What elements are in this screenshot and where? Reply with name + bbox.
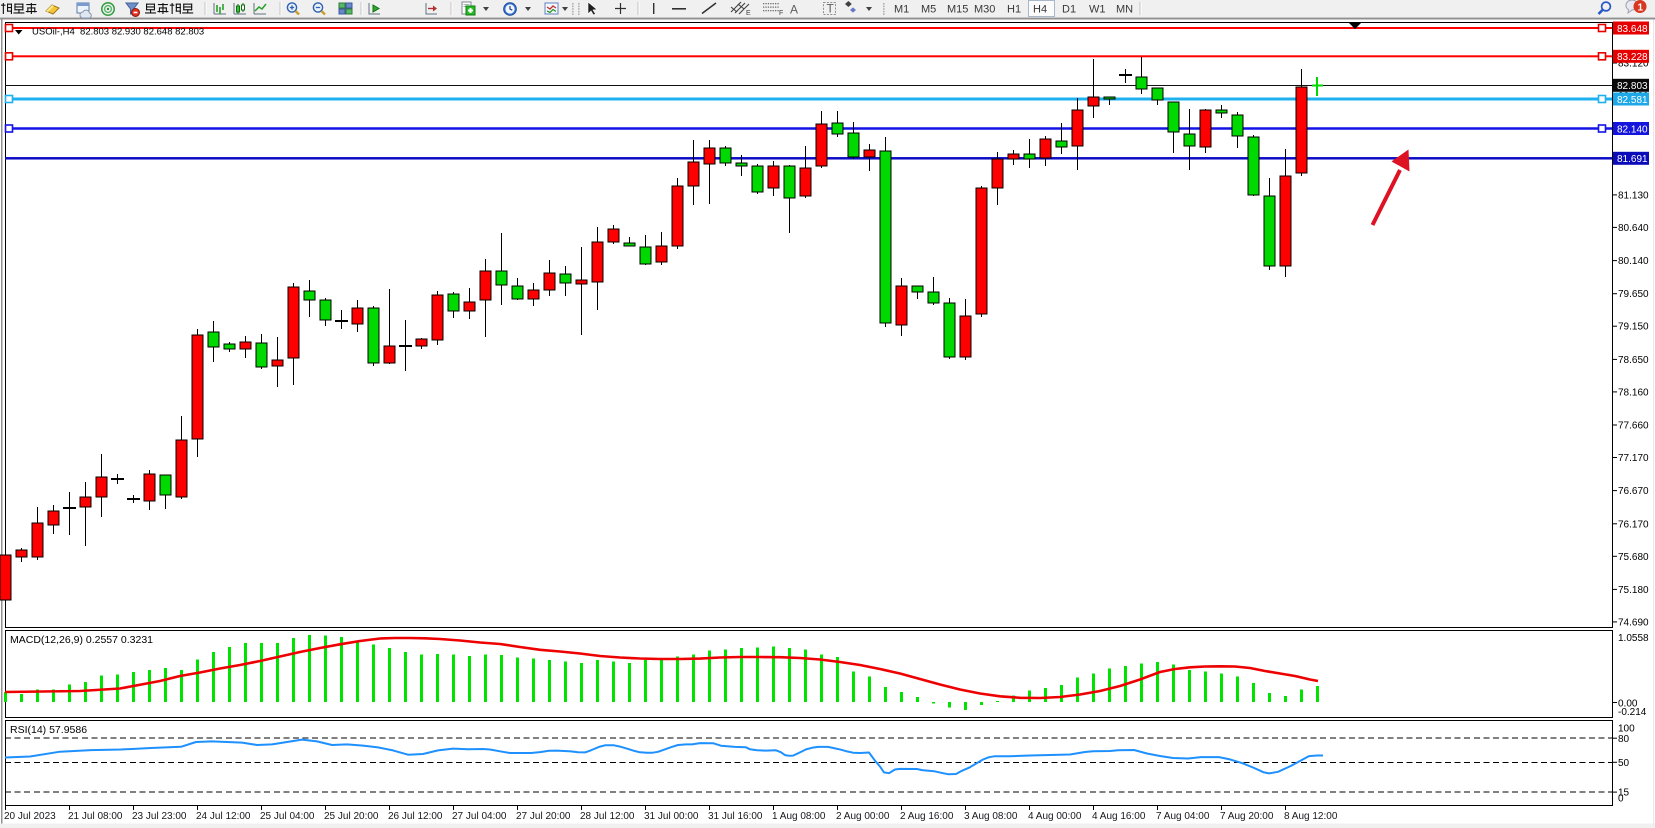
svg-text:80: 80: [1618, 734, 1630, 745]
svg-text:-0.214: -0.214: [1618, 707, 1647, 718]
svg-text:31 Jul 16:00: 31 Jul 16:00: [708, 811, 763, 822]
svg-text:100: 100: [1618, 724, 1635, 735]
svg-text:4 Aug 00:00: 4 Aug 00:00: [1028, 811, 1082, 822]
svg-text:25 Jul 20:00: 25 Jul 20:00: [324, 811, 379, 822]
svg-text:28 Jul 12:00: 28 Jul 12:00: [580, 811, 635, 822]
svg-text:82.581: 82.581: [1617, 95, 1648, 106]
svg-text:0.00: 0.00: [1618, 699, 1638, 710]
svg-text:M30: M30: [974, 4, 995, 16]
svg-text:8 Aug 12:00: 8 Aug 12:00: [1284, 811, 1338, 822]
svg-text:2 Aug 16:00: 2 Aug 16:00: [900, 811, 954, 822]
svg-text:78.160: 78.160: [1618, 387, 1649, 398]
svg-text:20 Jul 2023: 20 Jul 2023: [4, 811, 56, 822]
svg-text:50: 50: [1618, 758, 1630, 769]
svg-text:31 Jul 00:00: 31 Jul 00:00: [644, 811, 699, 822]
svg-text:1.0558: 1.0558: [1618, 633, 1649, 644]
svg-text:0: 0: [1618, 793, 1624, 804]
svg-text:80.640: 80.640: [1618, 223, 1649, 234]
svg-text:1 Aug 08:00: 1 Aug 08:00: [772, 811, 826, 822]
svg-text:76.670: 76.670: [1618, 486, 1649, 497]
svg-text:4 Aug 16:00: 4 Aug 16:00: [1092, 811, 1146, 822]
svg-text:USOil-,H4 82.803 82.930 82.64: USOil-,H4 82.803 82.930 82.648 82.803: [32, 27, 204, 38]
svg-text:78.650: 78.650: [1618, 355, 1649, 366]
svg-text:3 Aug 08:00: 3 Aug 08:00: [964, 811, 1018, 822]
svg-text:W1: W1: [1089, 4, 1106, 16]
svg-text:RSI(14) 57.9586: RSI(14) 57.9586: [10, 724, 87, 736]
svg-text:79.150: 79.150: [1618, 322, 1649, 333]
svg-text:82.803: 82.803: [1617, 81, 1648, 92]
svg-text:74.690: 74.690: [1618, 617, 1649, 628]
svg-text:26 Jul 12:00: 26 Jul 12:00: [388, 811, 443, 822]
svg-text:M1: M1: [894, 4, 909, 16]
svg-text:M15: M15: [947, 4, 968, 16]
svg-text:79.650: 79.650: [1618, 289, 1649, 300]
svg-text:75.680: 75.680: [1618, 552, 1649, 563]
svg-text:24 Jul 12:00: 24 Jul 12:00: [196, 811, 251, 822]
svg-text:1: 1: [1638, 3, 1644, 14]
svg-text:M5: M5: [921, 4, 936, 16]
svg-text:T: T: [827, 2, 835, 16]
svg-text:D1: D1: [1062, 4, 1076, 16]
svg-text:H4: H4: [1033, 4, 1047, 16]
svg-text:83.648: 83.648: [1617, 24, 1648, 35]
svg-text:81.130: 81.130: [1618, 190, 1649, 201]
svg-text:77.660: 77.660: [1618, 421, 1649, 432]
svg-text:F: F: [779, 10, 783, 17]
svg-text:77.170: 77.170: [1618, 453, 1649, 464]
svg-text:MACD(12,26,9) 0.2557 0.3231: MACD(12,26,9) 0.2557 0.3231: [10, 634, 153, 646]
svg-text:7 Aug 20:00: 7 Aug 20:00: [1220, 811, 1274, 822]
svg-text:MN: MN: [1116, 4, 1133, 16]
svg-text:76.170: 76.170: [1618, 519, 1649, 530]
svg-text:83.120: 83.120: [1618, 59, 1649, 70]
svg-text:A: A: [790, 3, 798, 17]
svg-text:80.140: 80.140: [1618, 256, 1649, 267]
svg-text:21 Jul 08:00: 21 Jul 08:00: [68, 811, 123, 822]
svg-text:H1: H1: [1007, 4, 1021, 16]
svg-text:23 Jul 23:00: 23 Jul 23:00: [132, 811, 187, 822]
svg-text:81.691: 81.691: [1617, 154, 1648, 165]
svg-text:25 Jul 04:00: 25 Jul 04:00: [260, 811, 315, 822]
svg-text:82.140: 82.140: [1617, 124, 1648, 135]
svg-text:83.228: 83.228: [1617, 52, 1648, 63]
svg-text:27 Jul 20:00: 27 Jul 20:00: [516, 811, 571, 822]
svg-text:7 Aug 04:00: 7 Aug 04:00: [1156, 811, 1210, 822]
svg-text:15: 15: [1618, 787, 1630, 798]
svg-text:75.180: 75.180: [1618, 585, 1649, 596]
svg-text:E: E: [746, 10, 751, 17]
svg-text:2 Aug 00:00: 2 Aug 00:00: [836, 811, 890, 822]
svg-text:27 Jul 04:00: 27 Jul 04:00: [452, 811, 507, 822]
